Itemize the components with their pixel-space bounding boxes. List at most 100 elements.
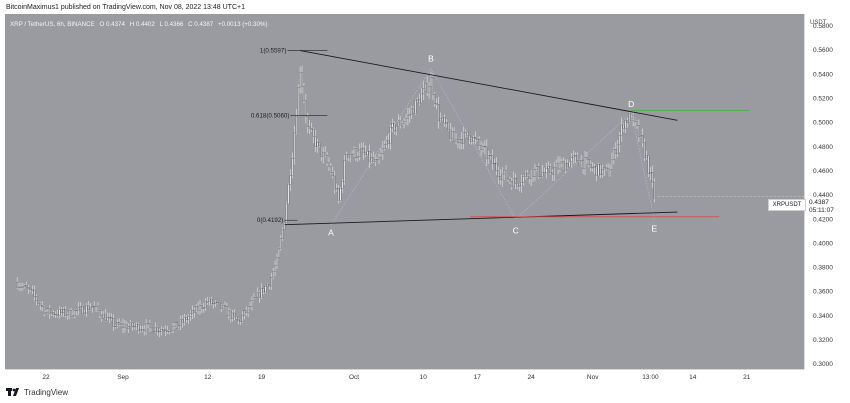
- candles: [16, 65, 656, 338]
- candle: [463, 131, 465, 144]
- time-tick-label: 10: [420, 374, 428, 381]
- time-tick-label: Oct: [349, 374, 359, 381]
- candle: [505, 170, 507, 179]
- candle: [334, 175, 336, 190]
- candle: [62, 309, 65, 314]
- fib-label: 1(0.5597): [260, 48, 287, 55]
- candle: [503, 170, 505, 175]
- candle: [245, 310, 247, 313]
- candle: [416, 99, 419, 101]
- candle: [368, 151, 371, 162]
- candle: [482, 146, 484, 150]
- candle: [131, 322, 134, 328]
- candle: [511, 180, 513, 187]
- fib-label: 0.618(0.5060): [251, 112, 290, 119]
- candle: [540, 176, 542, 177]
- candle: [197, 306, 199, 311]
- candle: [20, 286, 22, 288]
- symbol-name[interactable]: XRP / TetherUS, 6h, BINANCE: [10, 21, 95, 28]
- candle: [47, 308, 49, 313]
- candle: [611, 159, 613, 170]
- candle: [355, 148, 357, 158]
- candle: [345, 154, 348, 161]
- price-axis[interactable]: USDT 0.5800 0.5600 0.5400 0.5200 0.5000 0.4800…: [804, 14, 850, 369]
- candle: [143, 329, 145, 332]
- time-axis[interactable]: 22 Sep 12 19 Oct 10 17 24 Nov 13:00 14 21: [5, 369, 804, 384]
- plot-area[interactable]: 1(0.5597) 0.618(0.5060) 0(0.4192) A B C D E: [5, 14, 804, 369]
- candle: [499, 176, 502, 180]
- tradingview-logo-icon: [6, 388, 19, 396]
- candle: [54, 314, 57, 315]
- candle: [299, 72, 301, 88]
- candle: [237, 319, 240, 322]
- candle: [476, 138, 478, 140]
- candle: [232, 312, 234, 319]
- time-tick-label: Sep: [117, 374, 129, 381]
- candle: [353, 148, 355, 155]
- price-tick-label: 0.5800: [813, 23, 833, 30]
- candle: [489, 155, 492, 157]
- candle: [638, 125, 640, 137]
- candle: [149, 323, 151, 328]
- price-tick-label: 0.4600: [813, 168, 833, 175]
- candle: [434, 94, 436, 104]
- candle: [480, 145, 482, 150]
- candle: [224, 305, 226, 307]
- candle: [97, 305, 99, 311]
- candle: [582, 160, 584, 169]
- candle: [380, 153, 382, 158]
- candle: [516, 183, 519, 187]
- candle: [441, 117, 444, 119]
- candle: [39, 303, 41, 306]
- tradingview-brand: TradingView: [24, 387, 69, 397]
- candle: [647, 155, 650, 174]
- candle: [203, 307, 205, 309]
- candle: [620, 124, 623, 136]
- candle: [626, 120, 629, 124]
- candle: [310, 128, 313, 130]
- candle: [532, 168, 534, 177]
- candle: [459, 139, 461, 144]
- candle: [70, 310, 72, 317]
- current-price-value: 0.4387: [809, 199, 829, 206]
- candle: [409, 113, 411, 116]
- candle: [93, 306, 95, 308]
- candle: [557, 163, 559, 170]
- candle: [617, 144, 619, 155]
- candle: [351, 153, 353, 155]
- price-chart[interactable]: 1(0.5597) 0.618(0.5060) 0(0.4192) A B C D E: [5, 14, 804, 369]
- time-tick-label: Nov: [587, 374, 599, 381]
- candle: [451, 131, 453, 139]
- candle: [158, 331, 161, 333]
- candle: [330, 166, 332, 173]
- wave-label-e: E: [651, 223, 657, 233]
- candle: [474, 137, 476, 139]
- trendline-lower: [284, 211, 678, 226]
- time-tick-label: 21: [743, 374, 751, 381]
- candle: [364, 152, 367, 156]
- candle: [457, 139, 459, 144]
- candle: [384, 144, 386, 149]
- candle: [399, 120, 401, 126]
- candle: [262, 288, 265, 293]
- candle: [422, 88, 425, 95]
- candle: [618, 135, 621, 145]
- low-value: L 0.4366: [159, 21, 184, 28]
- candle: [201, 305, 203, 309]
- candle: [522, 176, 525, 183]
- candle: [230, 310, 232, 319]
- candle: [218, 302, 220, 304]
- wave-label-d: D: [628, 99, 634, 109]
- candle: [545, 168, 548, 174]
- candle: [137, 324, 140, 331]
- candle: [426, 83, 428, 93]
- candle: [493, 163, 496, 165]
- candle: [568, 161, 571, 168]
- candle: [534, 169, 536, 177]
- high-value: H 0.4402: [129, 21, 155, 28]
- candle: [343, 160, 346, 182]
- candle: [478, 139, 480, 146]
- candle: [443, 117, 446, 124]
- candle: [372, 157, 374, 162]
